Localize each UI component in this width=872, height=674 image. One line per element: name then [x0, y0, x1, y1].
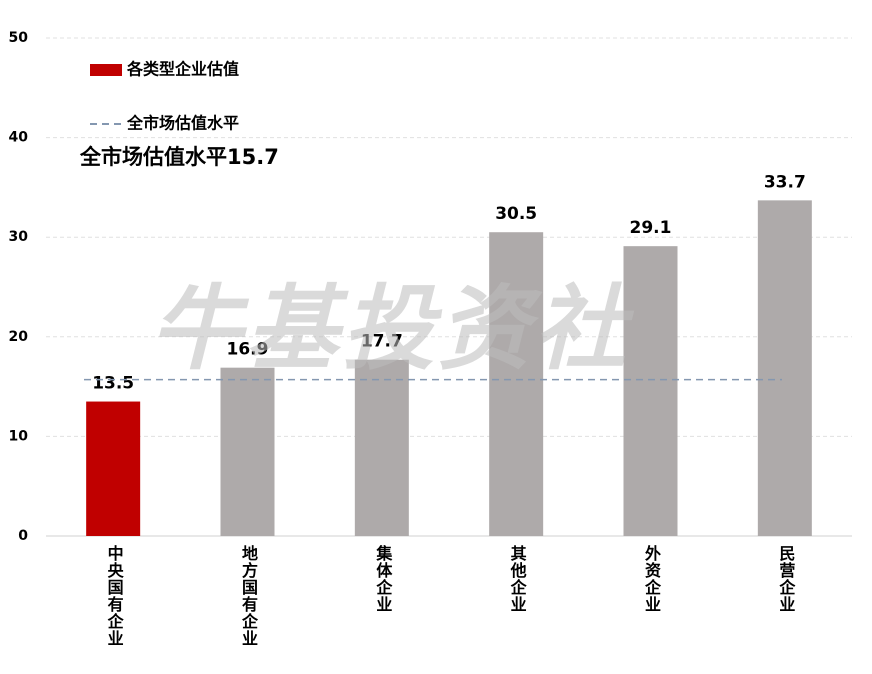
y-tick-label: 20	[9, 329, 29, 345]
y-tick-label: 50	[9, 30, 29, 46]
value-label: 13.5	[92, 374, 134, 394]
bar	[220, 367, 275, 536]
legend-label: 各类型企业估值	[126, 60, 239, 79]
x-tick-label: 民营企业	[776, 545, 796, 613]
y-tick-label: 40	[9, 130, 29, 146]
bar	[489, 232, 544, 536]
value-label: 30.5	[495, 204, 537, 224]
bar	[86, 401, 141, 536]
value-label: 33.7	[764, 172, 806, 192]
legend-label: 全市场估值水平	[126, 114, 239, 133]
x-tick-label: 集体企业	[373, 544, 393, 613]
y-tick-label: 0	[18, 528, 28, 544]
y-tick-label: 10	[9, 428, 29, 444]
value-label: 16.9	[227, 340, 269, 360]
x-tick-label: 外资企业	[642, 544, 662, 613]
bar	[623, 246, 678, 536]
bar	[757, 200, 812, 536]
bar	[354, 359, 409, 536]
y-tick-label: 30	[9, 229, 29, 245]
x-tick-label: 中央国有企业	[105, 544, 125, 647]
x-tick-label: 地方国有企业	[239, 544, 259, 647]
annotation: 全市场估值水平15.7	[79, 145, 279, 169]
legend-swatch	[90, 64, 122, 76]
x-tick-label: 其他企业	[508, 544, 528, 613]
watermark: 牛基投资社	[150, 275, 635, 382]
value-label: 29.1	[630, 218, 672, 238]
value-label: 17.7	[361, 332, 403, 352]
